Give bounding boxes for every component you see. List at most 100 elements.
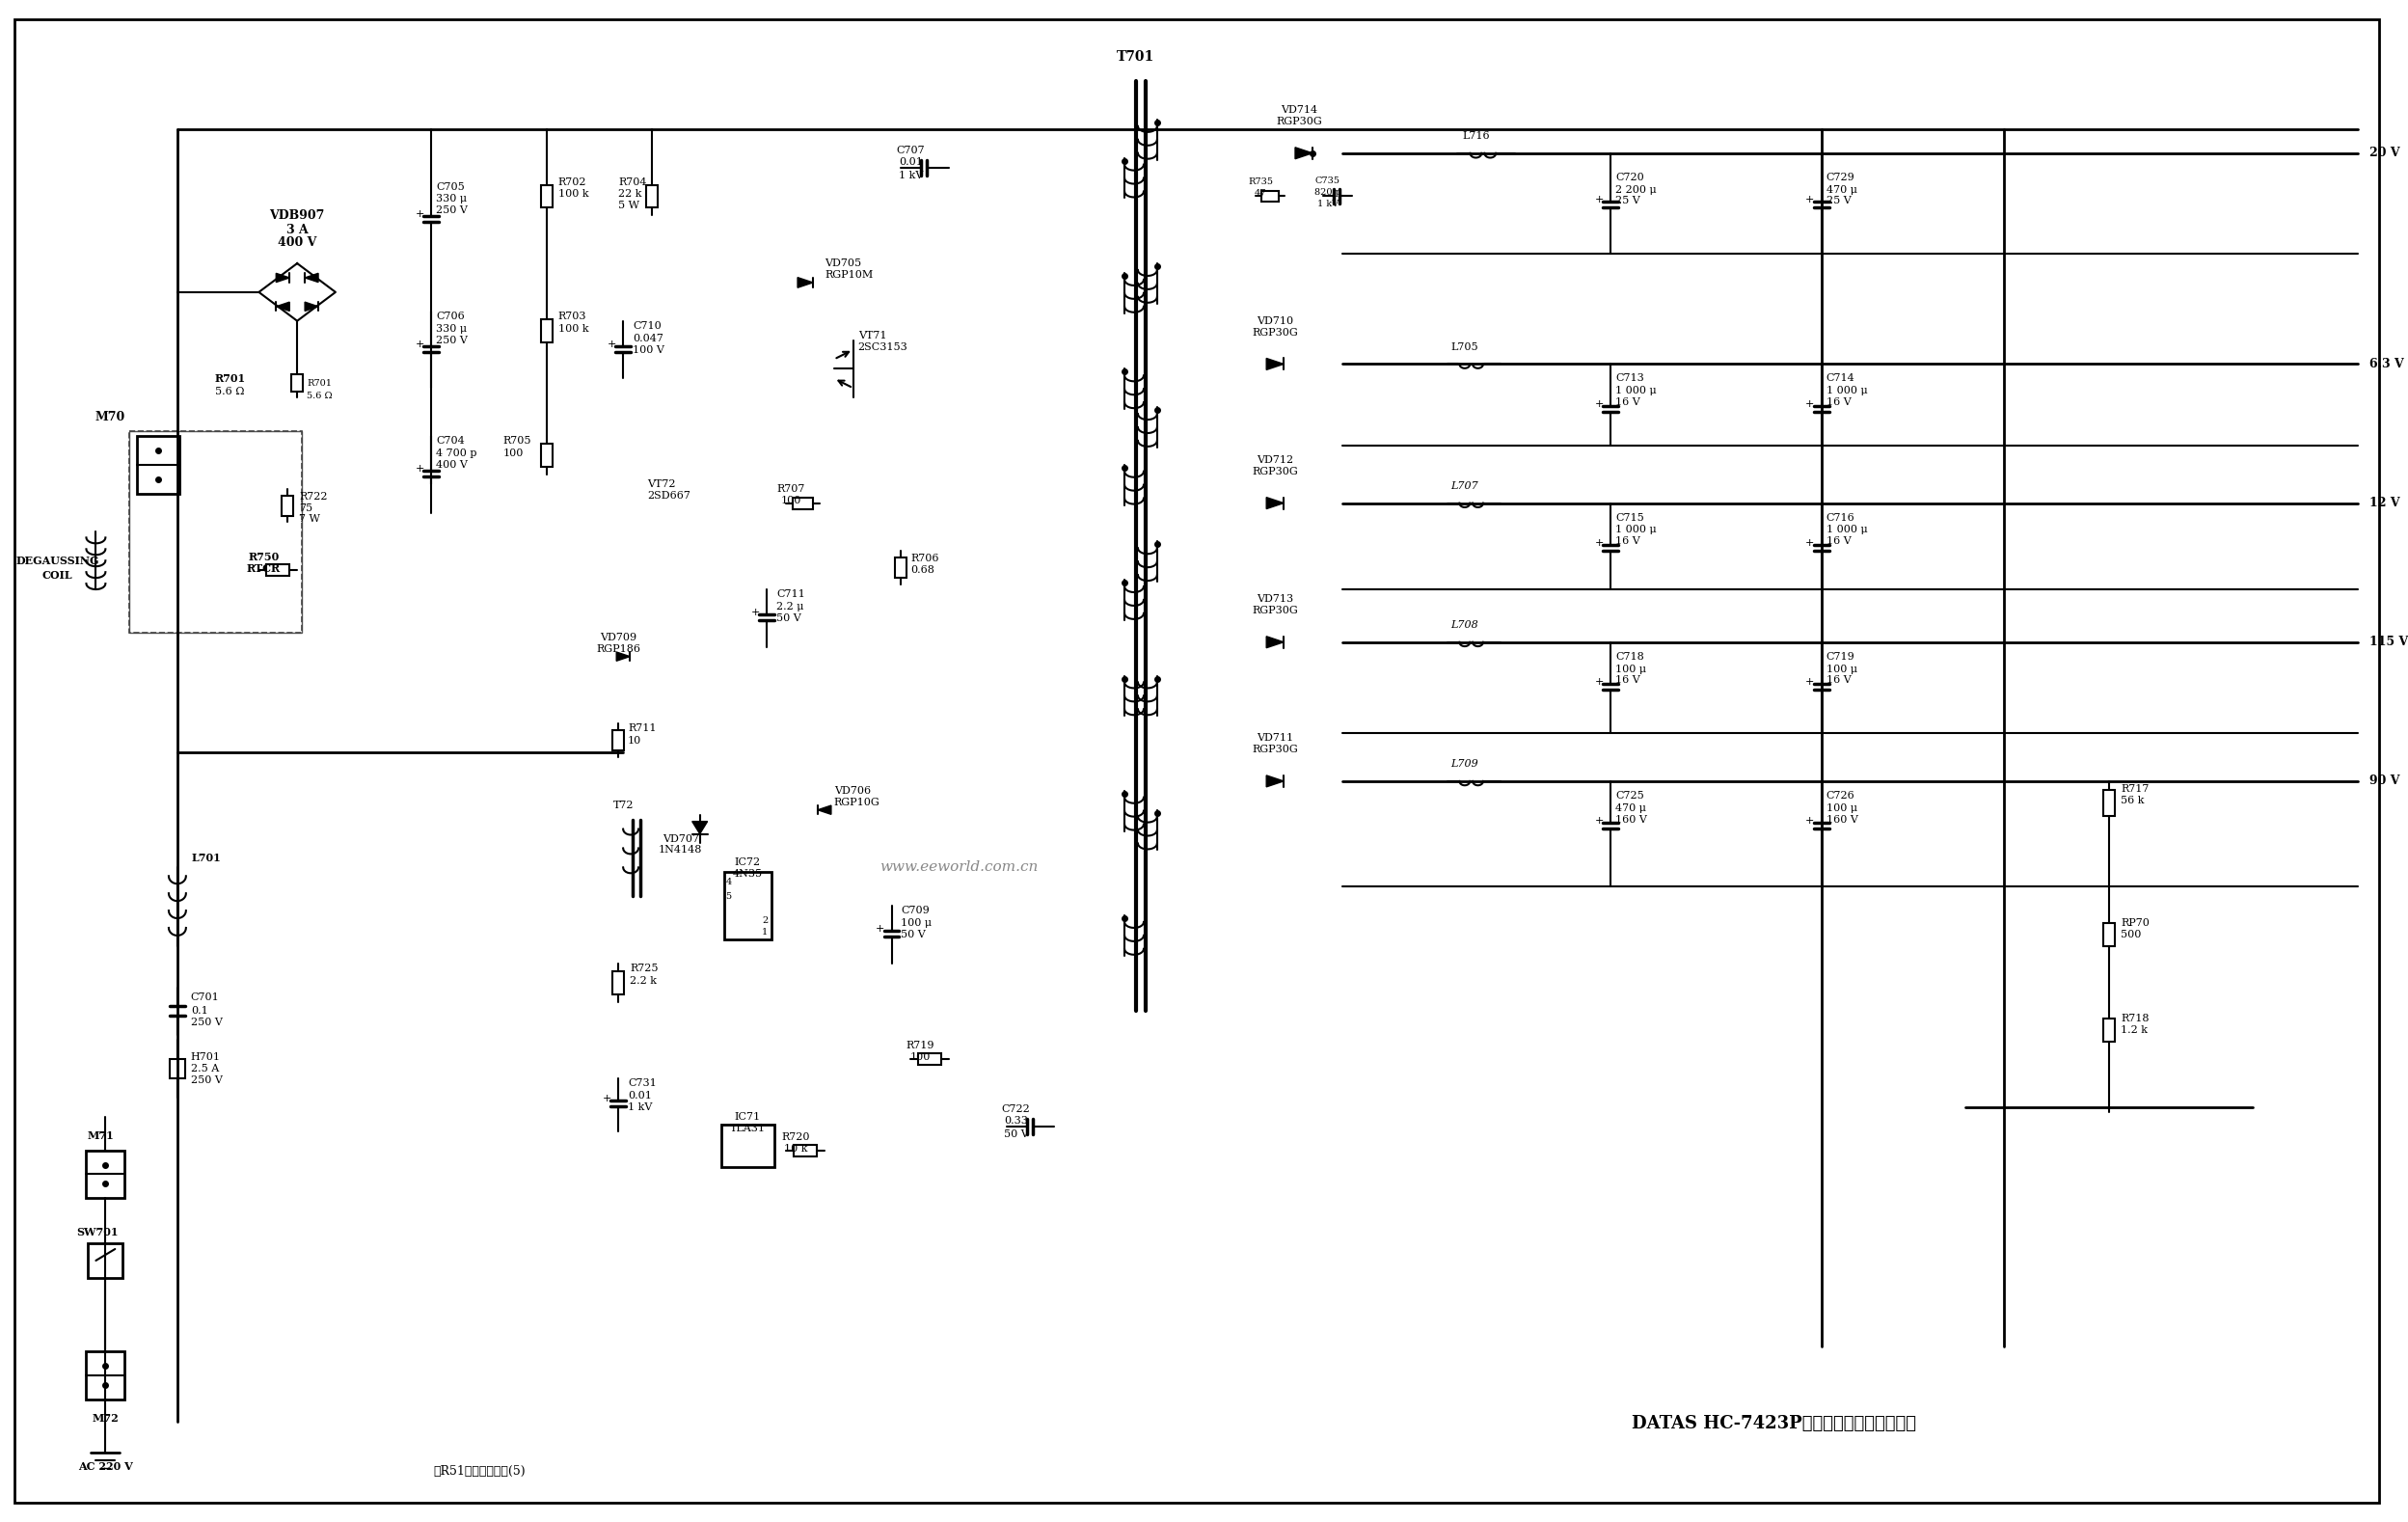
Text: 115 V: 115 V	[2369, 636, 2408, 648]
Text: C704: C704	[436, 435, 465, 446]
Bar	[2102, 1018, 2114, 1043]
Text: RTCR: RTCR	[246, 563, 282, 574]
Text: R720: R720	[783, 1132, 809, 1142]
Text: 5.6 Ω: 5.6 Ω	[214, 387, 246, 397]
Text: RGP10M: RGP10M	[824, 269, 874, 280]
Text: R735: R735	[1247, 178, 1274, 186]
Bar	[542, 320, 551, 342]
Text: +: +	[1594, 195, 1604, 205]
Bar	[169, 1059, 185, 1079]
Text: R718: R718	[2121, 1014, 2148, 1024]
Text: 4N35: 4N35	[732, 869, 763, 880]
Text: IC71: IC71	[734, 1113, 761, 1122]
Text: 16 V: 16 V	[1616, 676, 1640, 685]
Text: 5.6 Ω: 5.6 Ω	[306, 391, 332, 400]
Text: VD710: VD710	[1257, 317, 1293, 326]
Text: C731: C731	[628, 1079, 657, 1088]
Text: 100 μ: 100 μ	[901, 918, 932, 928]
Text: 4 700 p: 4 700 p	[436, 449, 477, 458]
Text: M70: M70	[96, 411, 125, 423]
Text: 470 μ: 470 μ	[1825, 184, 1857, 195]
Text: C710: C710	[633, 321, 662, 330]
Text: C720: C720	[1616, 172, 1645, 183]
Text: T701: T701	[1117, 50, 1156, 64]
Text: 2.2 k: 2.2 k	[631, 976, 657, 985]
Text: 1: 1	[761, 928, 768, 938]
Text: 50 V: 50 V	[775, 613, 802, 622]
Text: +: +	[602, 1094, 612, 1103]
Polygon shape	[691, 822, 708, 834]
Text: 6.3 V: 6.3 V	[2369, 358, 2403, 370]
Text: 330 μ: 330 μ	[436, 195, 467, 204]
Text: VD711: VD711	[1257, 734, 1293, 743]
Text: 0.68: 0.68	[910, 565, 934, 575]
Text: 1 kV: 1 kV	[898, 170, 922, 180]
Text: +: +	[1806, 677, 1816, 686]
Text: M71: M71	[87, 1131, 113, 1142]
Text: 16 V: 16 V	[1616, 397, 1640, 408]
Text: 100 μ: 100 μ	[1825, 664, 1857, 674]
Text: C735: C735	[1315, 177, 1341, 186]
Text: VD705: VD705	[824, 259, 862, 268]
Bar	[87, 1151, 125, 1198]
Text: 100: 100	[910, 1052, 929, 1062]
Text: 400 V: 400 V	[436, 460, 467, 470]
Text: 160 V: 160 V	[1616, 814, 1647, 825]
Text: +: +	[751, 607, 761, 618]
Text: VT71: VT71	[857, 330, 886, 339]
Polygon shape	[1267, 636, 1283, 648]
Text: +: +	[1806, 539, 1816, 548]
Text: DEGAUSSING: DEGAUSSING	[17, 556, 99, 566]
Text: www.eeworld.com.cn: www.eeworld.com.cn	[879, 860, 1038, 874]
Text: 1 000 μ: 1 000 μ	[1616, 387, 1657, 396]
Text: R707: R707	[778, 484, 804, 493]
Text: SW701: SW701	[77, 1227, 118, 1237]
Text: RGP186: RGP186	[597, 644, 641, 653]
Text: 10: 10	[628, 737, 641, 746]
Text: VD709: VD709	[600, 633, 636, 642]
Text: 1 kV: 1 kV	[1317, 199, 1339, 209]
Text: 1 kV: 1 kV	[628, 1102, 653, 1113]
Text: 3 A: 3 A	[287, 224, 308, 236]
Text: RGP30G: RGP30G	[1252, 606, 1298, 615]
Bar	[542, 184, 551, 209]
Text: C716: C716	[1825, 513, 1854, 522]
Text: R706: R706	[910, 554, 939, 563]
Bar	[917, 1053, 942, 1065]
Text: 16 V: 16 V	[1825, 537, 1852, 546]
Polygon shape	[306, 274, 318, 282]
Text: 0.047: 0.047	[633, 333, 665, 342]
Text: 25 V: 25 V	[1825, 196, 1852, 205]
Text: 去R51行输出变压器(5): 去R51行输出变压器(5)	[433, 1466, 525, 1478]
Text: TLA31: TLA31	[730, 1123, 766, 1132]
Text: T72: T72	[614, 801, 633, 810]
Text: VDB907: VDB907	[270, 209, 325, 222]
Text: R705: R705	[503, 435, 532, 446]
Text: 100: 100	[503, 449, 525, 458]
Text: 56 k: 56 k	[2121, 796, 2143, 805]
Text: 400 V: 400 V	[277, 236, 315, 248]
Text: +: +	[414, 210, 424, 219]
Text: IC72: IC72	[734, 858, 761, 868]
Text: 820 p: 820 p	[1315, 189, 1341, 196]
Text: VD707: VD707	[662, 834, 698, 843]
Text: 470 μ: 470 μ	[1616, 804, 1647, 813]
Text: 50 V: 50 V	[1004, 1129, 1028, 1138]
Text: R722: R722	[299, 492, 327, 501]
Bar	[2102, 922, 2114, 947]
Bar	[612, 971, 624, 994]
Text: +: +	[414, 464, 424, 473]
Polygon shape	[819, 805, 831, 814]
Text: 330 μ: 330 μ	[436, 324, 467, 333]
Text: 0.01: 0.01	[898, 157, 922, 166]
Text: +: +	[1594, 539, 1604, 548]
Bar	[282, 495, 294, 516]
Text: 47: 47	[1255, 189, 1267, 198]
Text: VD712: VD712	[1257, 455, 1293, 464]
Bar	[2102, 790, 2114, 816]
Text: M72: M72	[92, 1414, 118, 1425]
Text: 2SD667: 2SD667	[648, 490, 691, 501]
Text: 0.01: 0.01	[628, 1091, 653, 1100]
Text: C705: C705	[436, 181, 465, 192]
Text: 12 V: 12 V	[2369, 496, 2401, 510]
